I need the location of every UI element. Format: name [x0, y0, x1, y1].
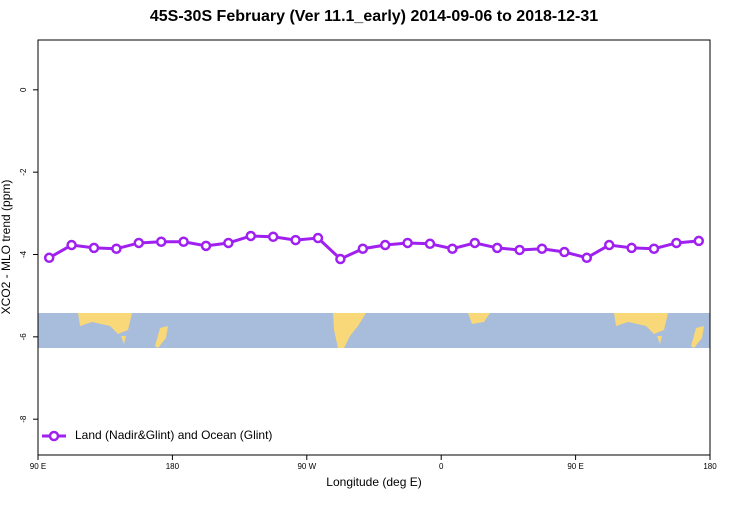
- point: [245, 230, 257, 242]
- y-tick-label: -4: [19, 250, 28, 258]
- point: [267, 231, 279, 243]
- point: [603, 239, 615, 251]
- point: [178, 236, 189, 247]
- point: [671, 237, 682, 249]
- point: [514, 244, 525, 256]
- point: [626, 242, 637, 254]
- point: [43, 252, 55, 264]
- ocean-band: [38, 313, 710, 348]
- land: [333, 313, 366, 348]
- land: [657, 336, 662, 344]
- legend-label: Land (Nadir&Glint) and Ocean (Glint): [75, 428, 272, 442]
- y-tick-label: -6: [19, 333, 28, 341]
- point: [335, 253, 346, 265]
- point: [312, 232, 324, 244]
- y-tick-label: -2: [19, 168, 28, 176]
- point: [424, 238, 436, 250]
- point: [200, 240, 212, 252]
- plot-frame: [37, 39, 711, 456]
- point: [447, 243, 458, 254]
- point: [290, 234, 301, 246]
- land: [78, 313, 132, 334]
- legend-marker: [48, 430, 60, 442]
- point: [693, 235, 705, 247]
- land: [614, 313, 668, 334]
- chart-title: 45S-30S February (Ver 11.1_early) 2014-0…: [150, 8, 598, 25]
- x-tick-label: 180: [166, 462, 180, 471]
- point: [133, 237, 145, 249]
- land: [155, 326, 168, 348]
- y-axis-label: XCO2 - MLO trend (ppm): [0, 180, 13, 315]
- land: [121, 336, 126, 344]
- point: [88, 242, 100, 254]
- point: [536, 243, 548, 254]
- point: [559, 246, 570, 258]
- y-tick-label: 0: [19, 87, 28, 92]
- point: [379, 239, 391, 251]
- land: [691, 326, 704, 348]
- land: [468, 313, 490, 324]
- point: [66, 239, 77, 251]
- x-tick-label: 180: [703, 462, 717, 471]
- point: [357, 243, 369, 254]
- point: [581, 252, 593, 264]
- point: [155, 236, 167, 247]
- point: [402, 237, 413, 249]
- point: [469, 237, 481, 249]
- x-tick-label: 90 W: [297, 462, 316, 471]
- x-tick-label: 0: [439, 462, 444, 471]
- point: [223, 237, 234, 249]
- x-tick-label: 90 E: [567, 462, 583, 471]
- x-tick-label: 90 E: [30, 462, 46, 471]
- map-strip: [38, 313, 710, 348]
- x-axis-label: Longitude (deg E): [326, 475, 421, 489]
- y-tick-label: -8: [19, 415, 28, 423]
- series-line: [48, 234, 699, 261]
- point: [648, 243, 660, 254]
- point: [491, 242, 503, 254]
- point: [111, 243, 122, 254]
